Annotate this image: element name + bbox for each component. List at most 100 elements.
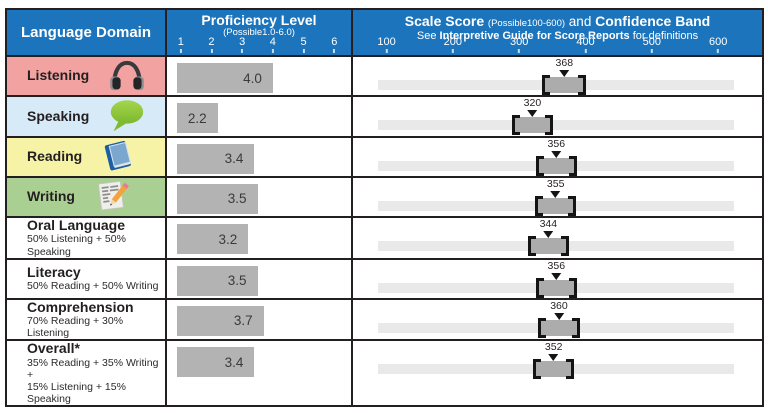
band-right-bracket	[568, 277, 577, 298]
proficiency-value: 4.0	[243, 70, 262, 86]
score-triangle-icon	[553, 312, 564, 320]
confidence-band	[535, 195, 577, 216]
proficiency-cell: 3.2	[167, 218, 353, 260]
proficiency-value: 2.2	[187, 110, 207, 126]
domain-cell: Speaking	[7, 97, 167, 138]
axis-tick-500: 500	[643, 37, 661, 53]
header-language-domain-label: Language Domain	[20, 24, 151, 41]
score-triangle-icon	[551, 150, 562, 158]
proficiency-cell: 3.4	[167, 341, 353, 405]
confidence-band	[533, 359, 575, 380]
score-marker: 355	[547, 178, 564, 198]
header-proficiency-level: Proficiency Level (Possible1.0-6.0) 1 2 3 4…	[167, 10, 353, 57]
domain-sublabel: 50% Reading + 50% Writing	[27, 280, 159, 293]
band-right-bracket	[568, 155, 577, 176]
band-left-bracket	[533, 359, 542, 380]
proficiency-title: Proficiency Level	[201, 12, 317, 28]
domain-label: Comprehension	[27, 298, 134, 315]
scale-score-title: Scale Score (Possible100-600) and Confid…	[353, 13, 762, 30]
scale-score-cell: 355	[353, 177, 762, 219]
proficiency-cell: 4.0	[167, 57, 353, 98]
pencil-paper-icon	[93, 179, 130, 214]
scale-score-cell: 352	[353, 341, 762, 405]
confidence-band	[527, 236, 569, 257]
band-right-bracket	[571, 317, 580, 338]
scale-score-subtitle: See Interpretive Guide for Score Reports…	[416, 29, 699, 42]
proficiency-value: 3.2	[218, 231, 238, 247]
domain-label: Overall*	[27, 340, 80, 357]
proficiency-axis: 1 2 3 4 5 6	[167, 37, 351, 54]
axis-tick-1: 1	[178, 37, 184, 53]
domain-sublabel: 35% Reading + 35% Writing + 15% Listenin…	[27, 356, 159, 405]
confidence-band	[535, 277, 577, 298]
scale-score-cell: 356	[353, 137, 762, 178]
axis-tick-6: 6	[331, 37, 337, 53]
band-right-bracket	[545, 115, 554, 136]
axis-tick-400: 400	[576, 37, 595, 53]
proficiency-value: 3.5	[227, 191, 247, 207]
band-left-bracket	[527, 236, 536, 257]
score-triangle-icon	[548, 354, 559, 362]
score-marker: 360	[550, 299, 568, 320]
band-right-bracket	[566, 359, 575, 380]
score-value: 320	[523, 97, 542, 110]
confidence-band	[542, 75, 587, 95]
score-triangle-icon	[543, 231, 554, 239]
band-left-bracket	[535, 155, 544, 176]
domain-label: Writing	[27, 188, 75, 205]
book-icon	[100, 138, 137, 175]
axis-tick-100: 100	[377, 37, 396, 53]
confidence-band	[511, 115, 554, 136]
header-scale-score: Scale Score (Possible100-600) and Confid…	[353, 10, 762, 57]
speech-bubble-icon	[107, 98, 147, 134]
score-value: 360	[550, 299, 568, 312]
scale-score-cell: 344	[353, 218, 762, 260]
proficiency-value: 3.7	[233, 313, 253, 329]
axis-tick-600: 600	[709, 37, 727, 53]
axis-tick-3: 3	[239, 37, 245, 53]
proficiency-cell: 3.5	[167, 259, 353, 300]
axis-tick-4: 4	[270, 37, 276, 53]
scale-score-axis: 100 200 300 400 500 600	[353, 37, 762, 54]
proficiency-bar: 4.0	[176, 63, 273, 93]
axis-tick-300: 300	[510, 37, 528, 53]
score-marker: 368	[555, 57, 574, 77]
proficiency-cell: 3.4	[167, 137, 353, 178]
score-triangle-icon	[550, 190, 561, 198]
proficiency-bar: 3.4	[176, 347, 255, 378]
domain-cell: Overall* 35% Reading + 35% Writing + 15%…	[7, 340, 167, 405]
domain-cell: Literacy 50% Reading + 50% Writing	[7, 259, 167, 300]
domain-cell: Comprehension 70% Reading + 30% Listenin…	[7, 298, 167, 342]
proficiency-bar: 3.4	[176, 143, 255, 174]
scale-score-and: and	[568, 14, 592, 29]
band-left-bracket	[535, 195, 544, 216]
scale-score-possible: (Possible100-600)	[487, 18, 566, 29]
axis-tick-5: 5	[301, 37, 307, 53]
proficiency-cell: 3.5	[167, 177, 353, 219]
proficiency-cell: 2.2	[167, 97, 353, 138]
domain-cell: Reading	[7, 137, 167, 178]
proficiency-bar: 3.2	[176, 224, 249, 255]
proficiency-bar: 3.7	[176, 305, 264, 336]
confidence-band	[535, 155, 577, 176]
band-left-bracket	[542, 75, 551, 95]
header-language-domain: Language Domain	[7, 10, 167, 57]
domain-cell: Writing	[7, 177, 167, 219]
band-left-bracket	[538, 317, 547, 338]
score-value: 368	[555, 57, 574, 69]
score-triangle-icon	[559, 70, 570, 77]
headphones-icon	[107, 58, 147, 95]
proficiency-bar: 3.5	[176, 183, 258, 214]
scale-track	[377, 120, 735, 131]
domain-cell: Listening	[7, 57, 167, 98]
scale-score-cell: 360	[353, 299, 762, 342]
band-left-bracket	[535, 277, 544, 298]
domain-sublabel: 50% Listening + 50% Speaking	[27, 233, 126, 258]
score-marker: 320	[523, 97, 542, 118]
score-value: 344	[539, 218, 558, 231]
domain-cell: Oral Language 50% Listening + 50% Speaki…	[7, 217, 167, 260]
score-triangle-icon	[527, 110, 538, 118]
score-marker: 352	[545, 342, 562, 362]
score-marker: 344	[539, 218, 558, 239]
